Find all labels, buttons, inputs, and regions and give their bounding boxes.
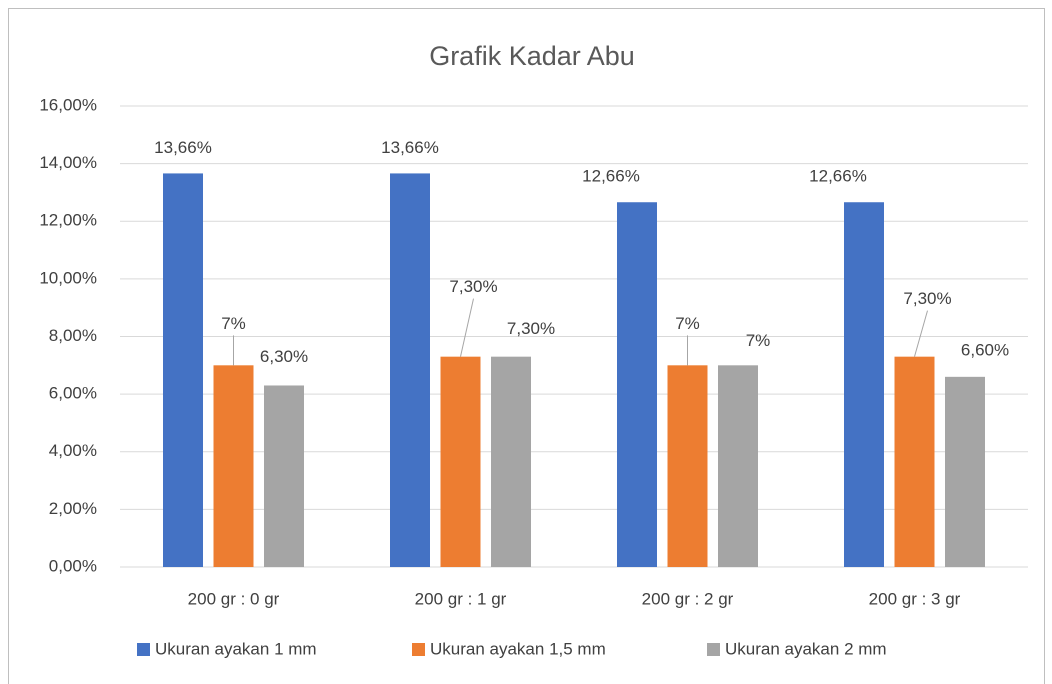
legend-swatch <box>412 643 425 656</box>
data-label: 12,66% <box>809 167 867 186</box>
data-label: 7,30% <box>449 277 497 296</box>
y-tick-label: 8,00% <box>49 326 97 345</box>
y-tick-label: 12,00% <box>39 211 97 230</box>
x-tick-label: 200 gr : 2 gr <box>642 589 734 608</box>
bar <box>440 356 481 567</box>
data-label: 7% <box>221 314 246 333</box>
bar <box>390 173 430 567</box>
y-tick-label: 2,00% <box>49 499 97 518</box>
bar <box>894 356 935 567</box>
data-label: 12,66% <box>582 167 640 186</box>
bar <box>667 365 708 567</box>
x-tick-label: 200 gr : 0 gr <box>188 589 280 608</box>
y-tick-label: 14,00% <box>39 153 97 172</box>
legend-label: Ukuran ayakan 1 mm <box>155 639 317 658</box>
bar <box>264 385 304 567</box>
x-tick-label: 200 gr : 3 gr <box>869 589 961 608</box>
bar <box>491 356 531 567</box>
chart-title: Grafik Kadar Abu <box>429 41 635 71</box>
y-tick-label: 6,00% <box>49 384 97 403</box>
bar <box>617 202 657 567</box>
leader-line <box>460 298 474 357</box>
data-label: 6,30% <box>260 347 308 366</box>
legend-swatch <box>707 643 720 656</box>
y-tick-label: 4,00% <box>49 441 97 460</box>
x-tick-label: 200 gr : 1 gr <box>415 589 507 608</box>
legend-label: Ukuran ayakan 2 mm <box>725 639 887 658</box>
y-tick-label: 10,00% <box>39 268 97 287</box>
data-label: 7,30% <box>903 289 951 308</box>
y-tick-label: 16,00% <box>39 95 97 114</box>
bar <box>718 365 758 567</box>
bar <box>163 173 203 567</box>
data-label: 7% <box>746 331 771 350</box>
bar <box>213 365 254 567</box>
bar <box>844 202 884 567</box>
leader-line <box>914 310 928 357</box>
legend-swatch <box>137 643 150 656</box>
bar <box>945 376 985 567</box>
y-tick-label: 0,00% <box>49 556 97 575</box>
data-label: 7% <box>675 314 700 333</box>
legend-label: Ukuran ayakan 1,5 mm <box>430 639 606 658</box>
data-label: 7,30% <box>507 319 555 338</box>
data-label: 6,60% <box>961 340 1009 359</box>
data-label: 13,66% <box>381 138 439 157</box>
data-label: 13,66% <box>154 138 212 157</box>
